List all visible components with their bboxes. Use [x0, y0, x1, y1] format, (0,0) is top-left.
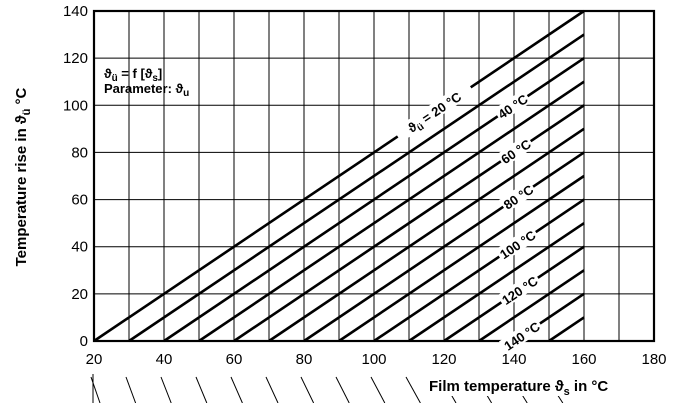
- tick-slash-80: [300, 376, 315, 403]
- series-line-90: [338, 174, 585, 343]
- series-label-background: [393, 80, 475, 143]
- y-tick-label: 0: [80, 333, 88, 350]
- series-line-50: [198, 80, 585, 343]
- series-label-background: [494, 225, 540, 263]
- tick-slash-70: [265, 376, 279, 403]
- tick-slash-90: [335, 376, 350, 403]
- series-line-20: [93, 9, 585, 343]
- series-line-80: [303, 151, 585, 343]
- series-label-text: 140 °C: [501, 319, 543, 354]
- tick-slash-40: [160, 376, 172, 403]
- x-axis-label-group: Film temperature ϑs in °C: [427, 372, 655, 398]
- series-label-background: [498, 180, 538, 213]
- series-label-background: [498, 316, 544, 354]
- y-tick-label: 100: [63, 97, 88, 114]
- x-tick-label: 120: [431, 351, 456, 368]
- annotation-line-2: Parameter: ϑu: [104, 81, 189, 99]
- x-tick-label: 180: [641, 351, 666, 368]
- x-tick-label: 160: [571, 351, 596, 368]
- y-tick-label: 40: [71, 239, 88, 256]
- y-tick-label: 120: [63, 50, 88, 67]
- tick-slash-100: [370, 376, 386, 403]
- series-label-40: 40 °C: [493, 89, 532, 123]
- plot-frame: [92, 9, 656, 343]
- x-axis-label-background: [427, 372, 655, 396]
- series-line-100: [373, 198, 585, 343]
- y-tick-labels: 0 20 40 60 80 100 120 140: [63, 3, 88, 350]
- series-label-80: 80 °C: [498, 180, 538, 213]
- y-tick-label: 20: [71, 286, 88, 303]
- series-line-110: [408, 222, 585, 343]
- series-line-70: [268, 127, 585, 343]
- series-label-background: [496, 134, 535, 168]
- x-tick-label: 80: [296, 351, 313, 368]
- y-axis-label: Temperature rise in ϑü °C: [13, 87, 33, 266]
- x-tick-labels: 20 40 60 80 100 120 140 160 180: [86, 351, 667, 368]
- x-tick-label: 60: [226, 351, 243, 368]
- annotation-line-1: ϑü = f [ϑs]: [104, 66, 162, 84]
- y-tick-label: 60: [71, 192, 88, 209]
- x-tick-label: 100: [361, 351, 386, 368]
- tick-slash-60: [230, 376, 243, 403]
- tick-slash-30: [125, 376, 137, 403]
- series-line-130: [478, 269, 585, 343]
- y-tick-label: 140: [63, 3, 88, 20]
- series-line-150: [548, 316, 585, 343]
- x-tick-label: 40: [156, 351, 173, 368]
- tick-slash-50: [195, 376, 208, 403]
- series-label-background: [496, 271, 542, 309]
- tick-slash-20: [90, 376, 101, 403]
- y-tick-label: 80: [71, 144, 88, 161]
- x-axis-label: Film temperature ϑs in °C: [429, 378, 608, 398]
- series-label-60: 60 °C: [496, 134, 535, 168]
- series-label-background: [493, 89, 532, 123]
- x-tick-label: 140: [501, 351, 526, 368]
- tick-slash-110: [405, 376, 421, 403]
- series-line-30: [128, 33, 585, 343]
- series-label-text: ϑü = 20 °C: [405, 89, 466, 138]
- x-tick-label: 20: [86, 351, 103, 368]
